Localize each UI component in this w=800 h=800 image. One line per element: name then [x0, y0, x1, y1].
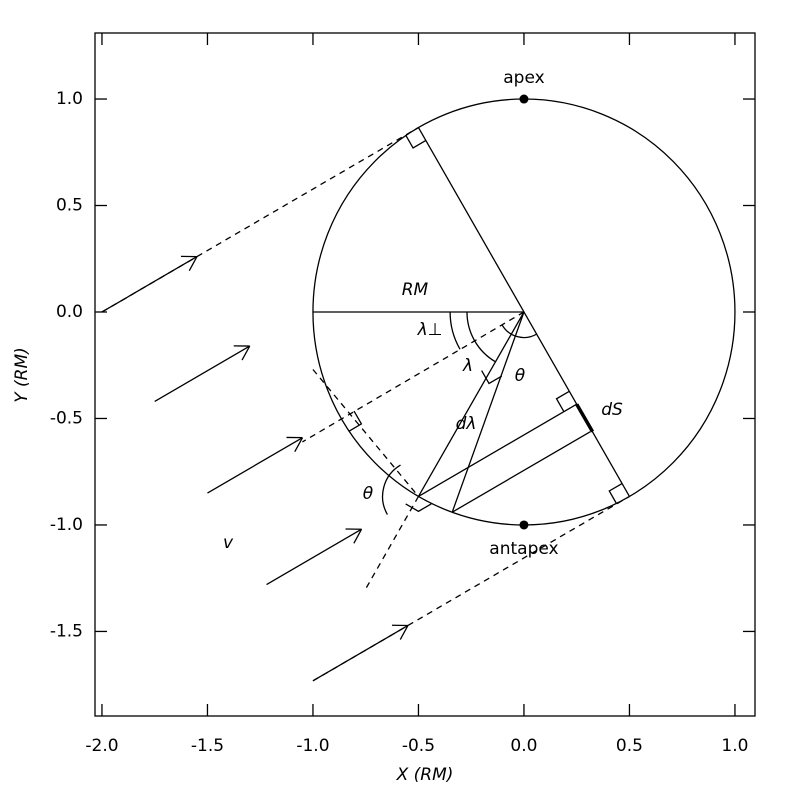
x-tick-label: -2.0 [85, 736, 118, 756]
flow-arrow [207, 437, 303, 494]
radius-line [417, 311, 525, 497]
annotation: λ [462, 356, 473, 376]
ds-segment [575, 403, 595, 433]
x-tick-label: 1.0 [721, 736, 748, 756]
right-angle [405, 503, 432, 513]
center-dashed [302, 311, 525, 443]
annotation: v [223, 533, 234, 553]
angle-arc [449, 311, 461, 350]
x-tick-label: -1.0 [296, 736, 329, 756]
edge-dashed [312, 369, 419, 497]
arrow-head [353, 528, 363, 544]
point [519, 520, 529, 530]
y-tick-label: 0.0 [56, 302, 83, 322]
x-axis-label: X (RM) [396, 765, 454, 785]
right-angle [608, 482, 623, 505]
flow-arrow [101, 256, 198, 313]
right-angle [555, 390, 570, 412]
x-tick-label: 0.0 [510, 736, 537, 756]
y-tick-label: -1.0 [50, 515, 83, 535]
flow-arrow [154, 345, 251, 403]
arrow-head [241, 345, 251, 361]
x-tick-label: 0.5 [616, 736, 643, 756]
right-angle [405, 134, 427, 149]
point-label: antapex [489, 539, 558, 559]
y-tick-label: 1.0 [56, 89, 83, 109]
annotation: RM [402, 280, 429, 300]
annotation: λ⊥ [417, 320, 443, 340]
angle-arc [501, 324, 537, 339]
point [519, 94, 529, 104]
angle-arc [466, 311, 496, 363]
flow-arrow [312, 624, 409, 682]
flow-arrow [266, 528, 362, 586]
annotation: θ [363, 484, 374, 504]
y-tick-label: -1.5 [50, 621, 83, 641]
y-tick-label: 0.5 [56, 196, 83, 216]
y-tick-label: -0.5 [50, 408, 83, 428]
normal-dashed [365, 496, 420, 590]
annotation: dλ [456, 414, 477, 434]
plot-frame [94, 32, 756, 717]
annotation: θ [515, 366, 526, 386]
right-angle [348, 410, 363, 432]
arrow-head [188, 256, 198, 271]
radius-line [451, 311, 525, 513]
chord [418, 403, 578, 497]
arrow-head [294, 437, 304, 452]
right-angle [481, 370, 503, 385]
chord [451, 431, 591, 513]
point-label: apex [503, 68, 544, 88]
x-tick-label: -1.5 [191, 736, 224, 756]
x-tick-label: -0.5 [402, 736, 435, 756]
annotation: dS [601, 400, 623, 420]
arrow-head [399, 625, 409, 640]
y-axis-label: Y (RM) [12, 347, 32, 403]
angle-arc [381, 464, 401, 515]
